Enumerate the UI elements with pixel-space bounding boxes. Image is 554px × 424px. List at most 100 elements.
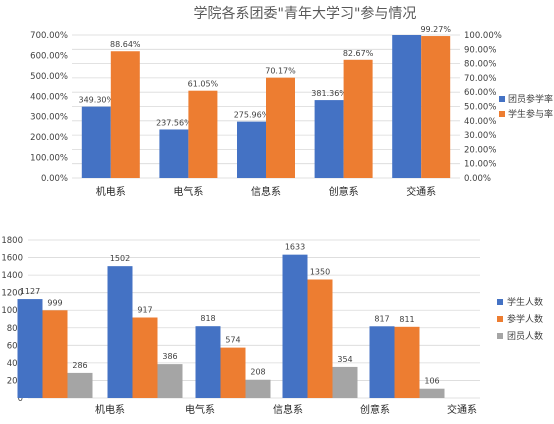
y-axis-tick-label: 1200 <box>1 289 23 299</box>
bar-member-rate <box>392 35 422 178</box>
legend-label: 团员人数 <box>507 330 543 342</box>
data-label: 70.17% <box>265 67 296 76</box>
right-axis-tick-label: 40.00% <box>464 117 496 127</box>
legend-label: 学生人数 <box>507 296 543 308</box>
bar-members <box>245 379 271 398</box>
bar-students <box>282 254 308 398</box>
category-label: 信息系 <box>273 403 303 416</box>
bar-student-rate <box>110 51 140 179</box>
legend-swatch <box>497 299 503 305</box>
chart-participation-rate: 学院各系团委"青年大学习"参与情况 0.00% 10.00% 20.00% 30.00… <box>30 5 553 198</box>
right-axis-tick-label: 50.00% <box>464 103 496 113</box>
right-axis-tick-label: 80.00% <box>464 60 496 70</box>
legend-swatch <box>499 96 505 102</box>
data-label: 82.67% <box>343 49 374 58</box>
left-axis-tick-label: 100.00% <box>30 154 68 164</box>
bar-member-rate <box>237 121 266 178</box>
bar-student-rate <box>188 90 218 178</box>
legend-swatch <box>497 333 503 339</box>
y-axis-tick-label: 1600 <box>1 254 23 264</box>
y-axis-tick-label: 400 <box>7 359 23 369</box>
bar-members <box>157 364 183 398</box>
category-label: 电气系 <box>185 403 215 416</box>
category-label: 机电系 <box>96 185 126 198</box>
bar-students <box>195 326 221 398</box>
data-label: 817 <box>374 314 389 323</box>
data-label: 1502 <box>110 254 130 263</box>
bar-student-rate <box>343 59 373 178</box>
bar-participants <box>307 279 333 398</box>
left-axis-tick-label: 0.00% <box>41 174 68 184</box>
bar-student-rate <box>421 36 451 178</box>
data-label: 88.64% <box>110 40 141 49</box>
data-label: 818 <box>200 314 215 323</box>
right-axis-tick-label: 90.00% <box>464 45 496 55</box>
bar-participants <box>42 310 68 398</box>
data-label: 1350 <box>310 268 330 277</box>
category-label: 创意系 <box>329 185 359 198</box>
right-axis-tick-label: 100.00% <box>464 31 502 41</box>
left-axis-tick-label: 700.00% <box>30 31 68 41</box>
chart-title: 学院各系团委"青年大学习"参与情况 <box>194 5 417 22</box>
y-axis-tick-label: 800 <box>7 324 23 334</box>
data-label: 999 <box>47 298 62 307</box>
bar-students <box>17 299 43 398</box>
category-label: 电气系 <box>173 185 203 198</box>
data-label: 386 <box>162 352 177 361</box>
data-label: 381.36% <box>311 89 347 98</box>
bar-students <box>107 266 133 398</box>
bar-participants <box>132 317 158 398</box>
left-axis-tick-label: 400.00% <box>30 92 68 102</box>
left-axis-tick-label: 300.00% <box>30 113 68 123</box>
category-label: 机电系 <box>95 403 125 416</box>
category-label: 信息系 <box>251 185 281 198</box>
data-label: 354 <box>337 355 352 364</box>
data-label: 286 <box>72 361 87 370</box>
category-label: 创意系 <box>360 403 390 416</box>
y-axis-tick-label: 1000 <box>1 306 23 316</box>
data-label: 61.05% <box>188 80 219 89</box>
legend-swatch <box>497 316 503 322</box>
y-axis-tick-label: 1400 <box>1 271 23 281</box>
right-axis-tick-label: 60.00% <box>464 88 496 98</box>
data-label: 237.56% <box>156 118 192 127</box>
bar-participants <box>394 326 420 398</box>
data-label: 349.30% <box>79 96 115 105</box>
legend-swatch <box>499 111 505 117</box>
right-axis-tick-label: 20.00% <box>464 145 496 155</box>
category-label: 交通系 <box>447 403 477 416</box>
data-label: 106 <box>424 377 439 386</box>
category-label: 交通系 <box>406 185 436 198</box>
bar-member-rate <box>159 129 189 178</box>
data-label: 917 <box>137 306 152 315</box>
data-label: 574 <box>225 336 240 345</box>
data-label: 811 <box>399 315 414 324</box>
y-axis-tick-label: 1800 <box>1 236 23 246</box>
right-axis-tick-label: 70.00% <box>464 74 496 84</box>
bar-members <box>332 366 358 398</box>
bar-members <box>67 372 93 398</box>
left-axis-tick-label: 200.00% <box>30 133 68 143</box>
bar-members <box>419 388 445 398</box>
y-axis-tick-label: 0 <box>18 394 23 404</box>
y-axis-tick-label: 200 <box>7 376 23 386</box>
bar-member-rate <box>314 100 344 178</box>
bar-students <box>369 326 395 398</box>
data-label: 1633 <box>285 243 305 252</box>
bar-participants <box>220 347 246 398</box>
legend-label: 团员参学率 <box>508 93 553 105</box>
left-axis-tick-label: 500.00% <box>30 72 68 82</box>
data-label: 275.96% <box>234 111 270 120</box>
right-axis-tick-label: 0.00% <box>464 174 491 184</box>
legend-label: 参学人数 <box>507 313 543 325</box>
legend-label: 学生参与率 <box>508 108 553 120</box>
right-axis-tick-label: 30.00% <box>464 131 496 141</box>
right-axis-tick-label: 10.00% <box>464 160 496 170</box>
bar-student-rate <box>266 77 295 178</box>
data-label: 1127 <box>20 287 40 296</box>
left-axis-tick-label: 600.00% <box>30 51 68 61</box>
bar-member-rate <box>81 106 111 178</box>
data-label: 99.27% <box>420 25 451 34</box>
chart-headcount: 0 200 400 600 800 1000 1200 1400 1600 1800 1127 999… <box>1 236 543 416</box>
